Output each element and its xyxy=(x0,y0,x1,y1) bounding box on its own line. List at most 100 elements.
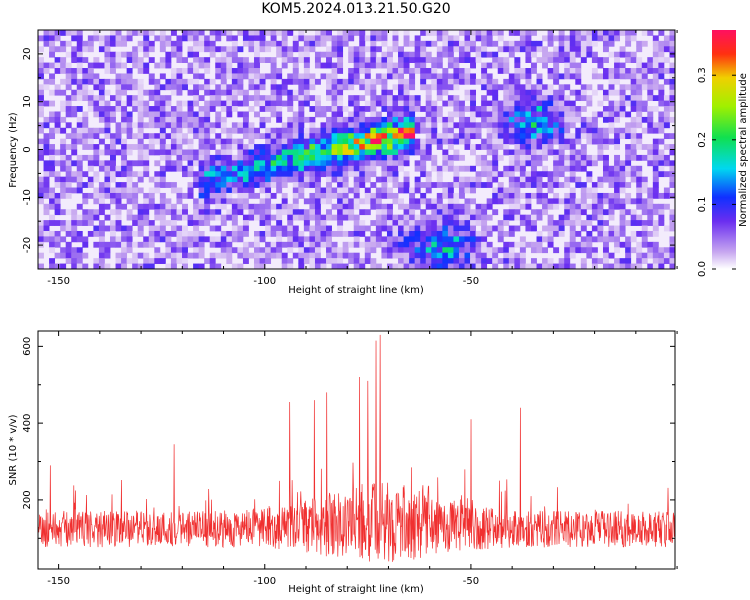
heatmap-cell xyxy=(542,57,548,63)
heatmap-cell xyxy=(530,160,537,167)
heatmap-cell xyxy=(237,171,244,178)
heatmap-cell xyxy=(121,160,128,167)
heatmap-cell xyxy=(170,122,177,129)
heatmap-cell xyxy=(414,203,421,210)
heatmap-cell xyxy=(663,203,670,210)
heatmap-cell xyxy=(425,144,432,150)
heatmap-cell xyxy=(381,247,388,254)
heatmap-cell xyxy=(536,73,543,80)
heatmap-cell xyxy=(43,138,50,145)
heatmap-cell xyxy=(497,127,504,134)
heatmap-cell xyxy=(558,160,565,167)
heatmap-cell xyxy=(132,230,139,237)
heatmap-cell xyxy=(514,182,521,188)
heatmap-cell xyxy=(337,182,344,188)
heatmap-cell xyxy=(558,144,565,150)
heatmap-cell xyxy=(270,100,277,107)
heatmap-cell xyxy=(370,230,377,237)
heatmap-cell xyxy=(359,116,366,123)
heatmap-cell xyxy=(126,100,133,107)
heatmap-cell xyxy=(564,46,571,53)
heatmap-cell xyxy=(49,160,56,167)
heatmap-cell xyxy=(436,252,443,259)
heatmap-cell xyxy=(159,133,166,140)
heatmap-cell xyxy=(165,84,172,91)
heatmap-cell xyxy=(392,73,399,80)
heatmap-cell xyxy=(65,78,72,85)
heatmap-cell xyxy=(409,111,416,118)
heatmap-cell xyxy=(276,171,283,178)
heatmap-cell xyxy=(248,95,255,102)
colorbar-ticks: 0.00.10.20.3 xyxy=(697,67,736,277)
heatmap-cell xyxy=(475,236,482,243)
heatmap-cell xyxy=(392,62,399,69)
heatmap-cell xyxy=(564,203,571,210)
heatmap-cell xyxy=(76,258,83,264)
heatmap-cell xyxy=(237,73,244,80)
heatmap-cell xyxy=(458,241,465,248)
heatmap-cell xyxy=(514,116,521,123)
heatmap-cell xyxy=(314,149,321,156)
heatmap-cell xyxy=(447,95,454,102)
heatmap-cell xyxy=(176,122,183,129)
heatmap-cell xyxy=(287,30,294,36)
heatmap-cell xyxy=(536,198,543,205)
heatmap-cell xyxy=(170,73,177,80)
heatmap-cell xyxy=(597,230,604,237)
heatmap-cell xyxy=(669,144,675,150)
heatmap-cell xyxy=(276,51,283,58)
heatmap-cell xyxy=(242,149,249,156)
heatmap-cell xyxy=(237,236,244,243)
heatmap-cell xyxy=(359,225,366,232)
heatmap-cell xyxy=(381,144,388,150)
heatmap-cell xyxy=(575,62,582,69)
heatmap-cell xyxy=(65,225,72,232)
heatmap-cell xyxy=(409,247,416,254)
heatmap-cell xyxy=(536,84,543,91)
heatmap-cell xyxy=(132,100,139,107)
heatmap-cell xyxy=(420,57,427,63)
heatmap-cell xyxy=(492,176,499,183)
heatmap-cell xyxy=(76,138,83,145)
heatmap-cell xyxy=(276,230,283,237)
heatmap-cell xyxy=(486,122,493,129)
heatmap-cell xyxy=(93,144,100,150)
heatmap-cell xyxy=(591,258,598,264)
heatmap-cell xyxy=(226,154,233,161)
heatmap-cell xyxy=(182,171,188,178)
heatmap-cell xyxy=(126,160,133,167)
heatmap-cell xyxy=(647,144,654,150)
heatmap-cell xyxy=(375,192,382,199)
heatmap-cell xyxy=(647,241,654,248)
heatmap-cell xyxy=(115,203,122,210)
heatmap-cell xyxy=(71,236,78,243)
heatmap-cell xyxy=(625,247,632,254)
heatmap-cell xyxy=(663,187,670,194)
heatmap-cell xyxy=(143,214,150,221)
heatmap-cell xyxy=(597,57,604,63)
heatmap-cell xyxy=(508,111,515,118)
heatmap-cell xyxy=(248,154,255,161)
heatmap-cell xyxy=(43,62,50,69)
heatmap-cell xyxy=(470,106,476,112)
heatmap-cell xyxy=(248,30,255,36)
heatmap-cell xyxy=(652,57,659,63)
heatmap-cell xyxy=(492,100,499,107)
heatmap-cell xyxy=(38,230,44,237)
heatmap-cell xyxy=(265,133,272,140)
heatmap-cell xyxy=(342,176,349,183)
heatmap-cell xyxy=(287,138,294,145)
heatmap-cell xyxy=(242,220,249,226)
heatmap-cell xyxy=(608,116,615,123)
heatmap-cell xyxy=(165,236,172,243)
heatmap-cell xyxy=(353,182,360,188)
heatmap-cell xyxy=(254,209,260,216)
heatmap-cell xyxy=(348,30,355,36)
heatmap-cell xyxy=(298,154,305,161)
heatmap-cell xyxy=(182,214,188,221)
heatmap-cell xyxy=(409,73,416,80)
heatmap-cell xyxy=(76,122,83,129)
heatmap-cell xyxy=(597,198,604,205)
heatmap-cell xyxy=(170,30,177,36)
heatmap-cell xyxy=(198,144,205,150)
